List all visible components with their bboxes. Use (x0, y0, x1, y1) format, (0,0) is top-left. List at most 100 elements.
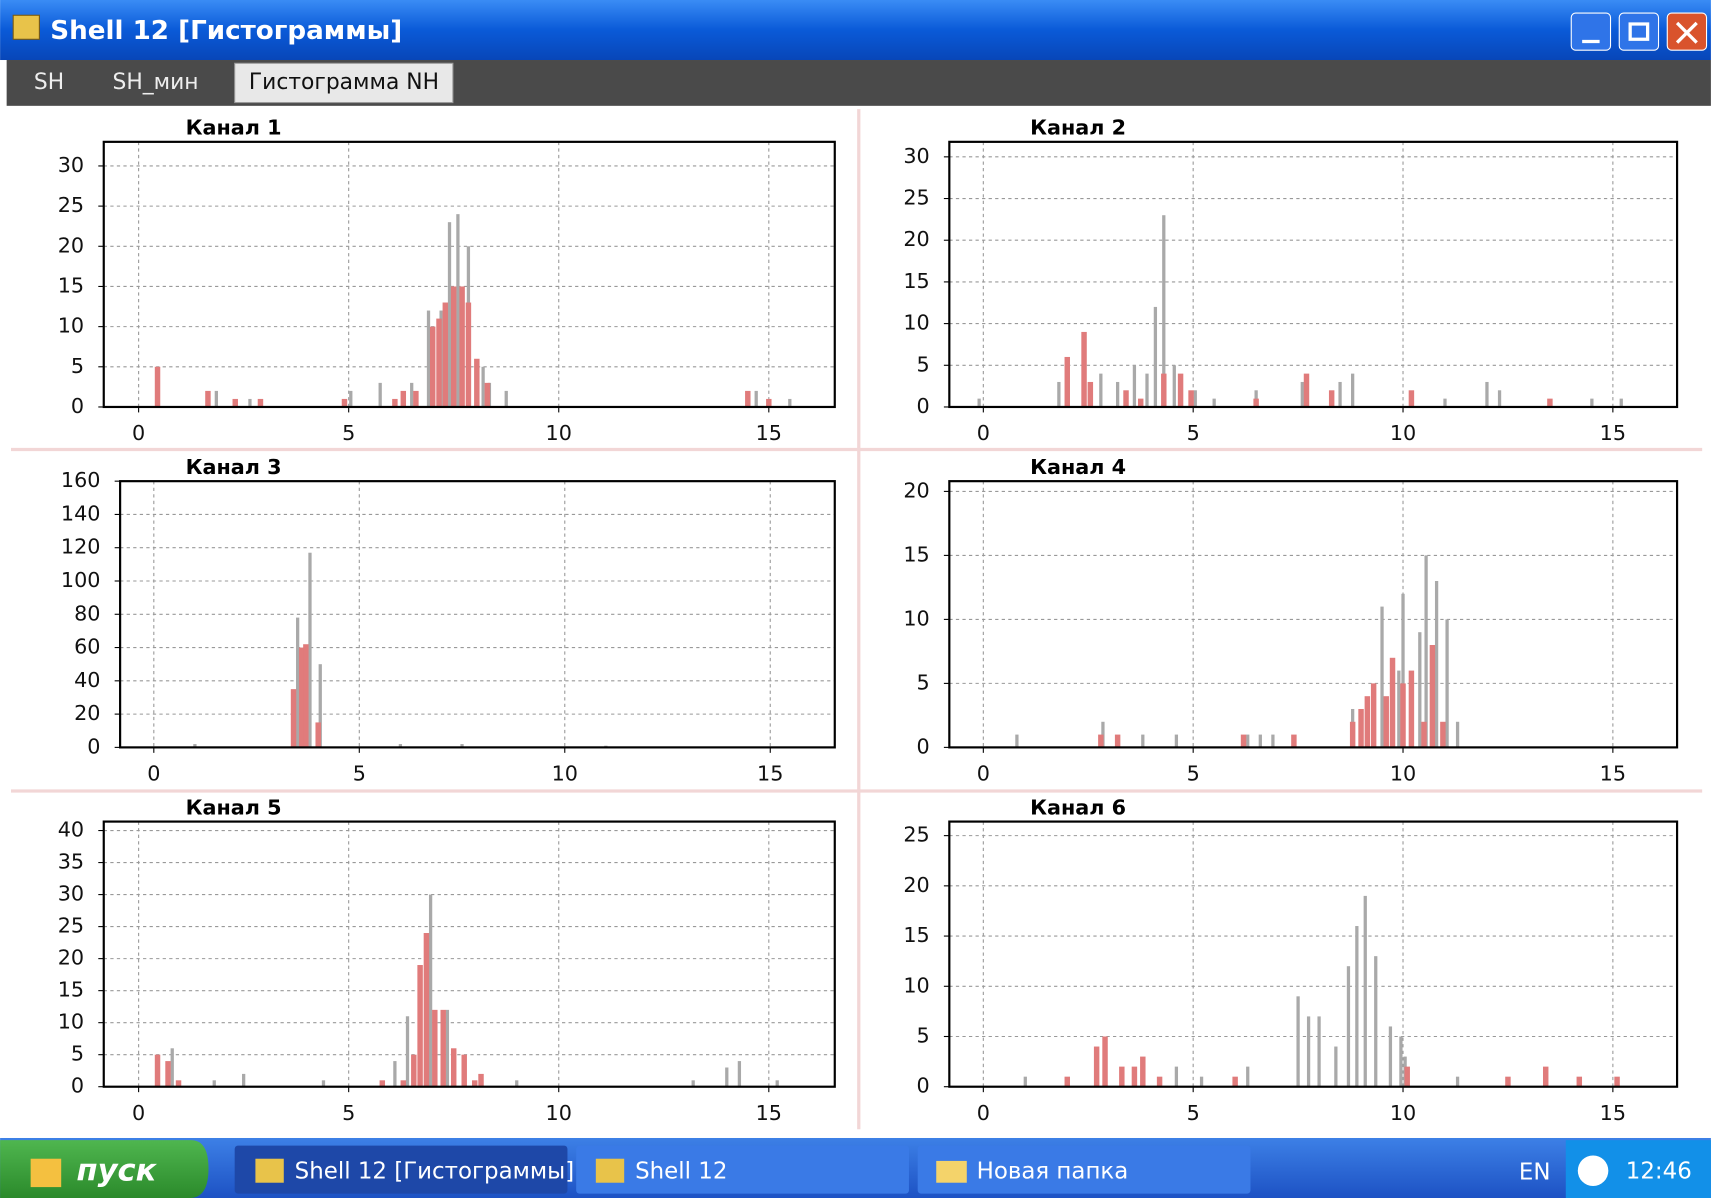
histogram-bar (155, 1055, 160, 1087)
start-label[interactable]: пуск (76, 1153, 157, 1188)
y-tick-label: 30 (58, 153, 84, 177)
histogram-bar (155, 367, 160, 407)
x-tick-label: 5 (342, 1101, 355, 1125)
y-tick-label: 25 (58, 914, 84, 938)
histogram-bar (1390, 658, 1395, 748)
histogram-bar (291, 689, 296, 747)
histogram-bar (738, 1061, 741, 1087)
histogram-bar (1404, 1067, 1409, 1087)
y-tick-label: 0 (71, 394, 84, 418)
histogram-bar (165, 1061, 170, 1087)
chart-title: Канал 4 (1030, 455, 1126, 479)
histogram-bar (1435, 581, 1438, 747)
plot-area (949, 481, 1677, 747)
histogram-bar (1334, 1047, 1337, 1087)
tab[interactable]: SH_мин (112, 70, 198, 95)
task-button[interactable] (576, 1146, 909, 1194)
histogram-bar (1088, 382, 1093, 407)
histogram-bar (1577, 1077, 1582, 1087)
x-tick-label: 10 (546, 1101, 572, 1125)
histogram-bar (1329, 390, 1334, 407)
x-tick-label: 10 (1390, 421, 1416, 445)
x-tick-label: 5 (1187, 1101, 1200, 1125)
y-tick-label: 40 (58, 818, 84, 842)
language-indicator[interactable]: EN (1519, 1159, 1551, 1185)
histogram-bar (1138, 399, 1143, 407)
y-tick-label: 5 (917, 1023, 930, 1047)
histogram-bar (1291, 735, 1296, 748)
histogram-bar (766, 399, 771, 407)
histogram-bar (410, 383, 413, 407)
y-tick-label: 10 (903, 973, 929, 997)
histogram-bar (1123, 390, 1128, 407)
histogram-bar (1188, 390, 1193, 407)
histogram-bar (1301, 382, 1304, 407)
histogram-bar (1421, 722, 1426, 748)
histogram-bar (258, 399, 263, 407)
histogram-bar (1347, 966, 1350, 1087)
tray-arrow[interactable] (1578, 1155, 1609, 1186)
tab[interactable]: SH (34, 70, 64, 95)
histogram-bar (1380, 607, 1383, 748)
histogram-bar (393, 1061, 396, 1087)
maximize-button[interactable] (1619, 13, 1658, 50)
histogram-bar (1590, 399, 1593, 407)
y-tick-label: 20 (74, 701, 100, 725)
histogram-bar (432, 1010, 437, 1087)
y-tick-label: 20 (903, 478, 929, 502)
y-tick-label: 15 (58, 273, 84, 297)
histogram-bar (1304, 374, 1309, 407)
histogram-bar (1409, 390, 1414, 407)
histogram-bar (1099, 374, 1102, 407)
x-tick-label: 5 (1187, 421, 1200, 445)
histogram-bar (1200, 1077, 1203, 1087)
minimize-button[interactable] (1571, 13, 1610, 50)
histogram-bar (1430, 645, 1435, 747)
histogram-bar (1271, 735, 1274, 748)
histogram-bar (1485, 382, 1488, 407)
histogram-bar (725, 1067, 728, 1086)
histogram-bar (1409, 671, 1414, 748)
y-tick-label: 20 (58, 946, 84, 970)
histogram-bar (233, 399, 238, 407)
histogram-bar (1065, 357, 1070, 407)
chart-title: Канал 6 (1030, 795, 1126, 819)
x-tick-label: 0 (977, 1101, 990, 1125)
histogram-bar (1253, 399, 1258, 407)
histogram-bar (1358, 709, 1363, 747)
histogram-bar (342, 399, 347, 407)
x-tick-label: 15 (1600, 762, 1626, 786)
histogram-bar (430, 327, 435, 407)
y-tick-label: 15 (903, 923, 929, 947)
histogram-bar (1094, 1047, 1099, 1087)
x-tick-label: 5 (1187, 762, 1200, 786)
x-tick-label: 5 (342, 421, 355, 445)
histogram-bar (1384, 696, 1389, 747)
y-tick-label: 120 (61, 535, 101, 559)
histogram-bar (171, 1048, 174, 1086)
histogram-bar (205, 391, 210, 407)
histogram-bar (1132, 1067, 1137, 1087)
histogram-bar (303, 644, 308, 747)
y-tick-label: 60 (74, 635, 100, 659)
y-tick-label: 20 (58, 233, 84, 257)
y-tick-label: 25 (903, 823, 929, 847)
histogram-bar (1241, 735, 1246, 748)
histogram-bar (1140, 1057, 1145, 1087)
histogram-bar (1317, 1016, 1320, 1086)
tab[interactable]: Гистограмма NH (249, 70, 439, 95)
histogram-bar (451, 286, 456, 407)
histogram-bar (1213, 399, 1216, 407)
histogram-bar (392, 399, 397, 407)
y-tick-label: 10 (58, 314, 84, 338)
y-tick-label: 15 (58, 978, 84, 1002)
task-label[interactable]: Shell 12 [Гистограммы] (295, 1158, 575, 1184)
task-label[interactable]: Новая папка (977, 1158, 1129, 1184)
x-tick-label: 15 (756, 421, 782, 445)
y-tick-label: 25 (903, 186, 929, 210)
task-label[interactable]: Shell 12 (635, 1158, 727, 1184)
y-tick-label: 5 (917, 670, 930, 694)
histogram-bar (1498, 390, 1501, 407)
plot-area (949, 142, 1677, 407)
histogram-bar (349, 391, 352, 407)
